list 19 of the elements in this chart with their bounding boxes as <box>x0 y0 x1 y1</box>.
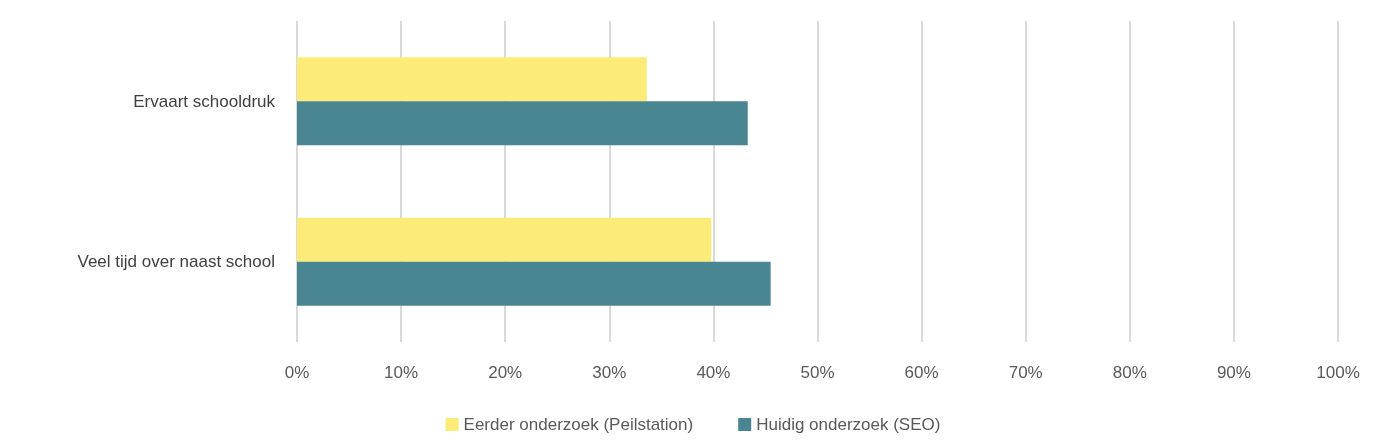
bar <box>297 57 647 102</box>
x-tick-label: 30% <box>592 363 627 382</box>
x-tick-label: 40% <box>696 363 731 382</box>
x-tick-label: 70% <box>1008 363 1043 382</box>
bar <box>297 261 771 306</box>
x-tick-label: 50% <box>800 363 835 382</box>
x-tick-label: 10% <box>384 363 419 382</box>
x-tick-label: 20% <box>488 363 523 382</box>
x-tick-label: 90% <box>1216 363 1251 382</box>
x-tick-label: 0% <box>284 363 310 382</box>
x-tick-label: 100% <box>1316 363 1360 382</box>
x-tick-label: 80% <box>1112 363 1147 382</box>
y-tick-label: Veel tijd over naast school <box>77 252 275 272</box>
bar <box>297 101 748 146</box>
legend-label: Eerder onderzoek (Peilstation) <box>463 415 694 434</box>
legend-label: Huidig onderzoek (SEO) <box>756 415 941 434</box>
y-tick-label: Ervaart schooldruk <box>133 91 276 111</box>
bar <box>297 217 712 262</box>
x-tick-label: 60% <box>904 363 939 382</box>
